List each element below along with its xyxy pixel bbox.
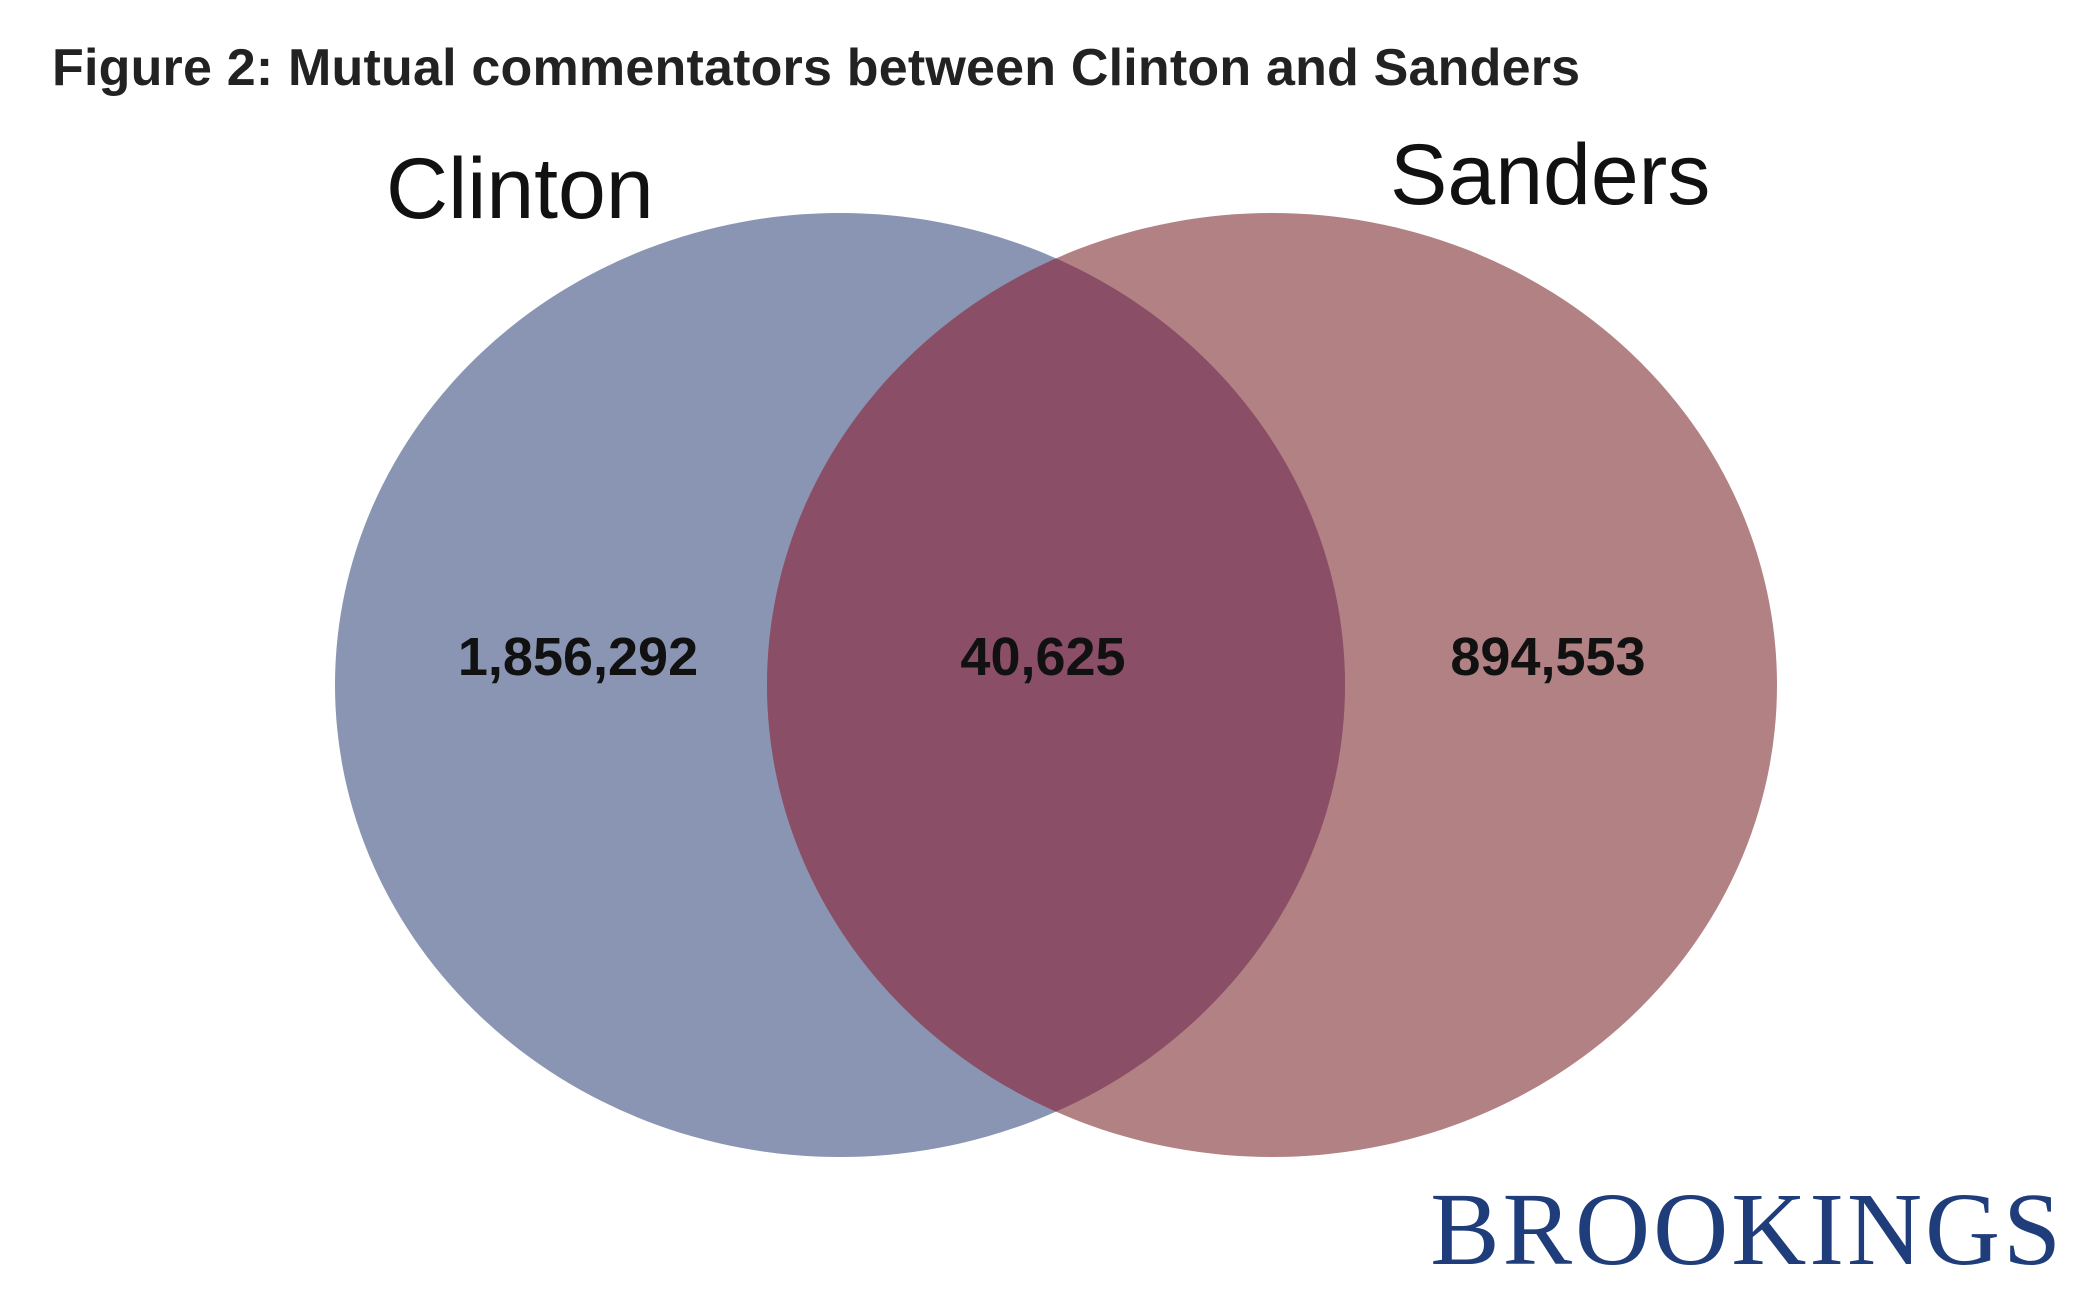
overlap-region xyxy=(767,213,1345,1157)
sanders-only-count: 894,553 xyxy=(1450,627,1645,687)
figure-title: Figure 2: Mutual commentators between Cl… xyxy=(52,39,1581,97)
brookings-logo: BROOKINGS xyxy=(1430,1172,2064,1287)
clinton-set-label: Clinton xyxy=(386,141,654,237)
sanders-set-label: Sanders xyxy=(1390,127,1711,223)
clinton-only-count: 1,856,292 xyxy=(458,627,698,687)
overlap-count: 40,625 xyxy=(960,627,1125,687)
